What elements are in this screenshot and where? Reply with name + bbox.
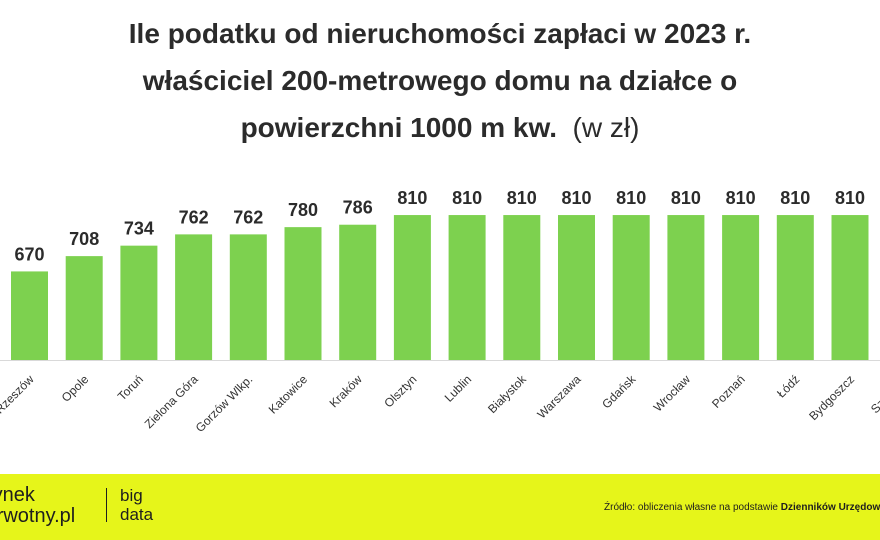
- chart-title: Ile podatku od nieruchomości zapłaci w 2…: [0, 10, 880, 151]
- x-tick-label: Gorzów Wlkp.: [193, 372, 256, 435]
- source-bold: Dzienników Urzędowych: [780, 502, 880, 513]
- source-note: Źródło: obliczenia własne na podstawie D…: [604, 502, 880, 513]
- data-label: 762: [179, 207, 209, 227]
- x-tick-label: Łódź: [774, 372, 802, 400]
- data-label: 810: [452, 188, 482, 208]
- bar: [503, 215, 541, 360]
- logo-divider: [106, 488, 107, 522]
- data-label: 810: [780, 188, 810, 208]
- x-tick-label: Toruń: [115, 372, 146, 403]
- logo-text-rynek: rynek: [0, 484, 35, 506]
- x-tick-label: Opole: [59, 372, 92, 405]
- data-label: 780: [288, 200, 318, 220]
- data-label: 810: [397, 188, 427, 208]
- title-line-3-text: powierzchni 1000 m kw.: [240, 112, 557, 143]
- x-tick-label: Gdańsk: [599, 372, 639, 412]
- data-label: 810: [561, 188, 591, 208]
- bar: [339, 224, 377, 360]
- bar: [393, 215, 431, 360]
- x-tick-label: Zielona Góra: [142, 372, 201, 431]
- bar: [175, 234, 213, 360]
- data-label: 810: [726, 188, 756, 208]
- title-line-3: powierzchni 1000 m kw. (w zł): [0, 104, 880, 151]
- data-label: 810: [671, 188, 701, 208]
- bar: [776, 215, 814, 360]
- data-label: 810: [835, 188, 865, 208]
- bar: [284, 227, 322, 360]
- bar: [612, 215, 650, 360]
- title-unit: (w zł): [572, 112, 640, 143]
- bar-chart: 670 Rzeszów 708 Opole 734 Toruń 762 Zielona Gór…: [0, 188, 880, 435]
- bar: [448, 215, 486, 360]
- x-tick-label: Białystok: [485, 372, 530, 417]
- x-tick-label: Wrocław: [651, 372, 694, 415]
- data-label: 734: [124, 219, 154, 239]
- bar: [831, 215, 869, 360]
- data-label: 810: [616, 188, 646, 208]
- bar: [722, 215, 760, 360]
- bigdata-logo: big data: [120, 486, 153, 524]
- data-label: 810: [507, 188, 537, 208]
- title-line-2: właściciel 200-metrowego domu na działce…: [142, 65, 738, 96]
- source-prefix: Źródło: obliczenia własne na podstawie: [604, 502, 781, 513]
- data-label: 786: [343, 198, 373, 218]
- x-tick-label: Warszawa: [534, 372, 583, 421]
- data-label: 708: [69, 229, 99, 249]
- x-tick-label: Rzeszów: [0, 372, 37, 417]
- title-line-1: Ile podatku od nieruchomości zapłaci w 2…: [128, 18, 752, 49]
- footer-bar: rynek pierwotny.pl big data Źródło: obli…: [0, 474, 880, 540]
- bar: [11, 271, 48, 360]
- logo-text-pierwotny: pierwotny.pl: [0, 505, 76, 527]
- bar: [65, 256, 103, 360]
- bigdata-line-2: data: [120, 505, 154, 524]
- bar: [558, 215, 595, 360]
- bigdata-line-1: big: [120, 486, 143, 505]
- x-tick-label: Olsztyn: [381, 372, 419, 410]
- x-tick-label: Katowice: [266, 372, 311, 417]
- x-tick-label: Lublin: [442, 372, 475, 405]
- data-label: 670: [14, 244, 44, 264]
- bar: [667, 215, 705, 360]
- bar: [120, 245, 158, 360]
- x-tick-label: Szczecin: [868, 372, 880, 416]
- x-tick-label: Bydgoszcz: [806, 372, 857, 423]
- data-label: 762: [233, 207, 263, 227]
- bar: [229, 234, 267, 360]
- x-tick-label: Poznań: [709, 372, 748, 411]
- x-tick-label: Kraków: [327, 372, 365, 410]
